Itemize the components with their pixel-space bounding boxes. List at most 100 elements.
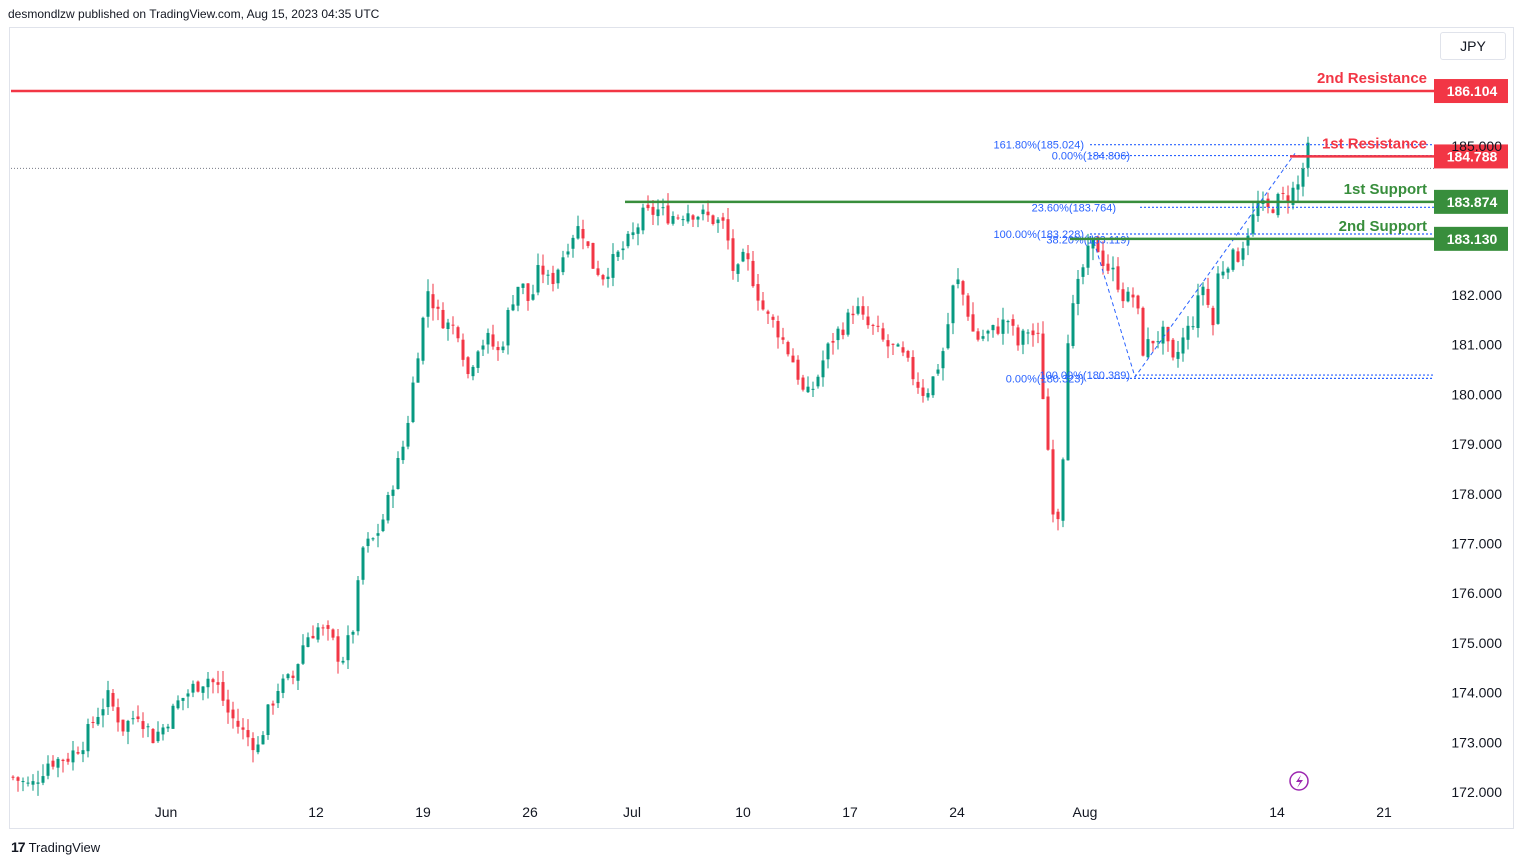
time-tick-label: 26 bbox=[522, 804, 538, 820]
candle-body bbox=[86, 724, 90, 752]
time-tick-label: 17 bbox=[842, 804, 858, 820]
level-price-label: 183.874 bbox=[1447, 194, 1498, 210]
price-tick-label: 176.000 bbox=[1451, 585, 1502, 601]
candle-body bbox=[1191, 326, 1195, 328]
candle-body bbox=[901, 347, 905, 353]
candle-body bbox=[306, 637, 310, 647]
candle-body bbox=[71, 750, 75, 763]
candle-body bbox=[471, 366, 475, 377]
candle-body bbox=[261, 735, 265, 745]
candle-body bbox=[241, 727, 245, 730]
candle-body bbox=[206, 678, 210, 688]
tradingview-logo-icon: 17 bbox=[11, 839, 26, 855]
candle-body bbox=[1116, 266, 1120, 290]
candle-body bbox=[256, 744, 260, 753]
candle-body bbox=[456, 327, 460, 339]
currency-selector[interactable]: JPY bbox=[1440, 32, 1506, 60]
level-price-label: 183.130 bbox=[1447, 231, 1498, 247]
level-price-badge bbox=[1434, 144, 1508, 169]
tradingview-brand[interactable]: 17 TradingView bbox=[11, 839, 100, 855]
candle-body bbox=[481, 345, 485, 350]
level-label: 2nd Support bbox=[1339, 218, 1427, 235]
candle-body bbox=[196, 681, 200, 692]
price-tick-label: 182.000 bbox=[1451, 287, 1502, 303]
candle-body bbox=[546, 274, 550, 276]
price-tick-label: 181.000 bbox=[1451, 337, 1502, 353]
candle-body bbox=[226, 699, 230, 713]
candle-body bbox=[1301, 168, 1305, 187]
candle-body bbox=[11, 776, 15, 778]
candle-body bbox=[476, 351, 480, 368]
level-label: 1st Resistance bbox=[1322, 135, 1427, 152]
candle-body bbox=[626, 233, 630, 247]
candle-body bbox=[381, 519, 385, 532]
candle-body bbox=[76, 752, 80, 754]
candle-body bbox=[701, 209, 705, 215]
candle-body bbox=[1056, 511, 1060, 520]
time-tick-label: Jul bbox=[623, 804, 641, 820]
candle-body bbox=[516, 286, 520, 306]
candle-body bbox=[571, 237, 575, 249]
candle-body bbox=[1296, 184, 1300, 190]
candle-body bbox=[1281, 192, 1285, 194]
candle-body bbox=[211, 679, 215, 683]
level-label: 1st Support bbox=[1344, 181, 1427, 198]
candle-body bbox=[1046, 396, 1050, 450]
candle-body bbox=[696, 216, 700, 220]
candle-body bbox=[296, 664, 300, 681]
candle-body bbox=[1096, 236, 1100, 253]
candle-body bbox=[341, 660, 345, 663]
price-tick-label: 173.000 bbox=[1451, 734, 1502, 750]
candle-body bbox=[761, 300, 765, 310]
candle-body bbox=[1031, 330, 1035, 336]
candle-body bbox=[1206, 288, 1210, 305]
candle-body bbox=[831, 340, 835, 343]
candle-body bbox=[736, 264, 740, 274]
candle-body bbox=[981, 336, 985, 339]
time-tick-label: 10 bbox=[735, 804, 751, 820]
candle-body bbox=[1021, 330, 1025, 345]
candle-body bbox=[1121, 289, 1125, 302]
candle-body bbox=[931, 376, 935, 396]
candle-body bbox=[1256, 202, 1260, 217]
candle-body bbox=[1041, 333, 1045, 400]
candle-body bbox=[236, 720, 240, 727]
candle-body bbox=[291, 675, 295, 678]
candle-body bbox=[536, 265, 540, 293]
candle-body bbox=[1196, 295, 1200, 328]
candle-body bbox=[856, 306, 860, 314]
candle-body bbox=[1211, 307, 1215, 326]
candle-body bbox=[51, 760, 55, 767]
candle-body bbox=[106, 690, 110, 708]
candle-body bbox=[321, 627, 325, 629]
candle-body bbox=[36, 782, 40, 784]
candle-body bbox=[921, 387, 925, 396]
candle-body bbox=[1146, 339, 1150, 358]
candle-body bbox=[406, 422, 410, 447]
candle-body bbox=[136, 716, 140, 720]
candle-body bbox=[1086, 245, 1090, 268]
candle-body bbox=[961, 281, 965, 295]
time-tick-label: 14 bbox=[1269, 804, 1285, 820]
candle-body bbox=[891, 343, 895, 345]
candle-body bbox=[731, 238, 735, 271]
candle-body bbox=[1241, 248, 1245, 260]
candle-body bbox=[466, 357, 470, 375]
candle-body bbox=[1186, 325, 1190, 340]
time-tick-label: 21 bbox=[1376, 804, 1392, 820]
candle-body bbox=[1216, 273, 1220, 324]
candle-body bbox=[351, 631, 355, 635]
candle-body bbox=[951, 285, 955, 324]
candle-body bbox=[676, 217, 680, 219]
fib-level-label: 161.80%(185.024) bbox=[993, 140, 1084, 152]
candle-body bbox=[966, 295, 970, 317]
candle-body bbox=[1076, 278, 1080, 304]
candle-body bbox=[576, 226, 580, 239]
candle-body bbox=[446, 322, 450, 329]
candle-body bbox=[971, 314, 975, 332]
candle-body bbox=[511, 304, 515, 311]
candle-body bbox=[976, 331, 980, 340]
price-tick-label: 178.000 bbox=[1451, 486, 1502, 502]
candle-body bbox=[1131, 294, 1135, 298]
